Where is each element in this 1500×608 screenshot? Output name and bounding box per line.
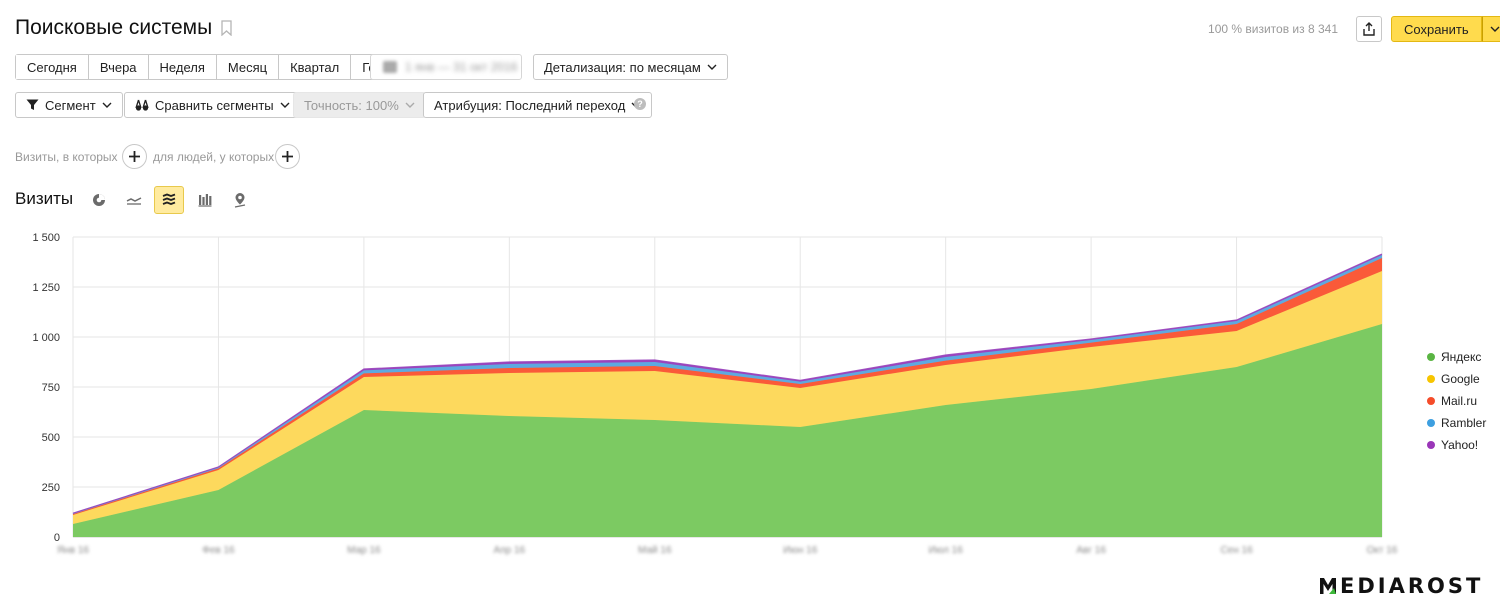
compare-segments-button[interactable]: Сравнить сегменты: [124, 92, 301, 118]
pie-chart-icon: [93, 194, 105, 206]
visits-area-chart: 0 250 500 750 1 000 1 250 1 500 Янв 16 Фев 16 Ма…: [32, 232, 1398, 556]
chevron-down-icon: [405, 102, 415, 108]
x-tick-label: Июл 16: [929, 545, 964, 556]
save-button[interactable]: Сохранить: [1391, 16, 1482, 42]
legend-item-google[interactable]: Google: [1427, 368, 1486, 390]
accuracy-label: Точность: 100%: [304, 97, 399, 113]
x-tick-label: Фев 16: [202, 545, 235, 556]
chevron-down-icon: [102, 102, 112, 108]
segment-button[interactable]: Сегмент: [15, 92, 123, 118]
x-tick-label: Апр 16: [494, 545, 526, 556]
attribution-label: Атрибуция: Последний переход: [434, 97, 626, 113]
plus-icon: [282, 151, 293, 162]
legend-swatch: [1427, 419, 1435, 427]
period-today[interactable]: Сегодня: [16, 55, 89, 79]
mediarost-logo: EDIAROST: [1318, 574, 1483, 598]
date-range-picker[interactable]: 1 янв — 31 окт 2016: [370, 54, 522, 80]
x-tick-label: Сен 16: [1220, 545, 1253, 556]
x-tick-label: Окт 16: [1367, 545, 1398, 556]
share-icon: [1363, 22, 1375, 36]
legend-item-yahoo[interactable]: Yahoo!: [1427, 434, 1486, 456]
period-yesterday[interactable]: Вчера: [88, 55, 149, 79]
add-visit-condition-button[interactable]: [122, 144, 147, 169]
save-button-group: Сохранить: [1391, 16, 1500, 42]
x-tick-label: Мар 16: [347, 545, 381, 556]
accuracy-dropdown: Точность: 100%: [293, 92, 426, 118]
map-pin-icon: [234, 193, 246, 208]
visits-info: 100 % визитов из 8 341: [1208, 22, 1338, 36]
mediarost-logo-mark: [1320, 578, 1336, 594]
area-series-0: [73, 324, 1382, 537]
y-tick-label: 750: [42, 382, 60, 394]
chart-type-map[interactable]: [225, 186, 255, 214]
period-month[interactable]: Месяц: [216, 55, 280, 79]
detail-label: Детализация: по месяцам: [544, 59, 701, 75]
line-chart-icon: [126, 197, 142, 205]
people-condition-label: для людей, у которых: [153, 150, 275, 164]
chart-areas: [72, 253, 1383, 537]
legend-swatch: [1427, 441, 1435, 449]
chart-type-pie[interactable]: [84, 186, 114, 214]
chevron-down-icon: [1490, 26, 1500, 32]
page-title-text: Поисковые системы: [15, 16, 213, 39]
detail-dropdown[interactable]: Детализация: по месяцам: [533, 54, 728, 80]
visits-condition-label: Визиты, в которых: [15, 150, 118, 164]
legend-item-yandex[interactable]: Яндекс: [1427, 346, 1486, 368]
share-button[interactable]: [1356, 16, 1382, 42]
save-menu-button[interactable]: [1481, 16, 1500, 42]
attribution-dropdown[interactable]: Атрибуция: Последний переход: [423, 92, 653, 118]
compare-label: Сравнить сегменты: [155, 97, 274, 113]
y-tick-label: 250: [42, 482, 60, 494]
x-tick-label: Июн 16: [783, 545, 818, 556]
legend-item-rambler[interactable]: Rambler: [1427, 412, 1486, 434]
chart-section-title: Визиты: [15, 189, 74, 208]
x-tick-label: Май 16: [638, 545, 672, 556]
chevron-down-icon: [707, 64, 717, 70]
area-chart-icon: [162, 193, 176, 205]
y-axis-ticks: 0 250 500 750 1 000 1 250 1 500: [32, 232, 60, 544]
add-people-condition-button[interactable]: [275, 144, 300, 169]
page-title: Поисковые системы: [15, 16, 232, 40]
y-tick-label: 1 500: [32, 232, 60, 244]
chart-legend: Яндекс Google Mail.ru Rambler Yahoo!: [1427, 346, 1486, 456]
y-tick-label: 0: [54, 532, 60, 544]
period-quarter[interactable]: Квартал: [279, 55, 352, 79]
filter-icon: [26, 99, 39, 110]
calendar-icon: [383, 61, 397, 73]
chart-type-line[interactable]: [119, 186, 149, 214]
chevron-down-icon: [280, 102, 290, 108]
legend-item-mailru[interactable]: Mail.ru: [1427, 390, 1486, 412]
bookmark-icon[interactable]: [221, 20, 232, 36]
legend-label: Google: [1441, 372, 1480, 386]
area-series-edge-4: [72, 253, 1383, 514]
y-tick-label: 500: [42, 432, 60, 444]
y-tick-label: 1 250: [32, 282, 60, 294]
bar-chart-icon: [198, 194, 212, 207]
period-week[interactable]: Неделя: [148, 55, 217, 79]
legend-label: Rambler: [1441, 416, 1487, 430]
date-range-text: 1 янв — 31 окт 2016: [405, 60, 518, 74]
chart-type-area[interactable]: [154, 186, 184, 214]
y-tick-label: 1 000: [32, 332, 60, 344]
chart-type-bar[interactable]: [190, 186, 220, 214]
area-series-1: [73, 271, 1382, 524]
segment-label: Сегмент: [45, 97, 96, 113]
plus-icon: [129, 151, 140, 162]
legend-swatch: [1427, 353, 1435, 361]
x-axis-ticks: Янв 16 Фев 16 Мар 16 Апр 16 Май 16 Июн 16 Июл …: [57, 545, 1398, 556]
legend-label: Mail.ru: [1441, 394, 1478, 408]
x-tick-label: Авг 16: [1076, 545, 1106, 556]
period-selector: Сегодня Вчера Неделя Месяц Квартал Год: [15, 54, 395, 80]
legend-label: Яндекс: [1441, 350, 1482, 364]
compare-icon: [135, 99, 149, 111]
legend-swatch: [1427, 375, 1435, 383]
x-tick-label: Янв 16: [57, 545, 89, 556]
legend-label: Yahoo!: [1441, 438, 1479, 452]
legend-swatch: [1427, 397, 1435, 405]
help-icon[interactable]: ?: [634, 98, 646, 110]
